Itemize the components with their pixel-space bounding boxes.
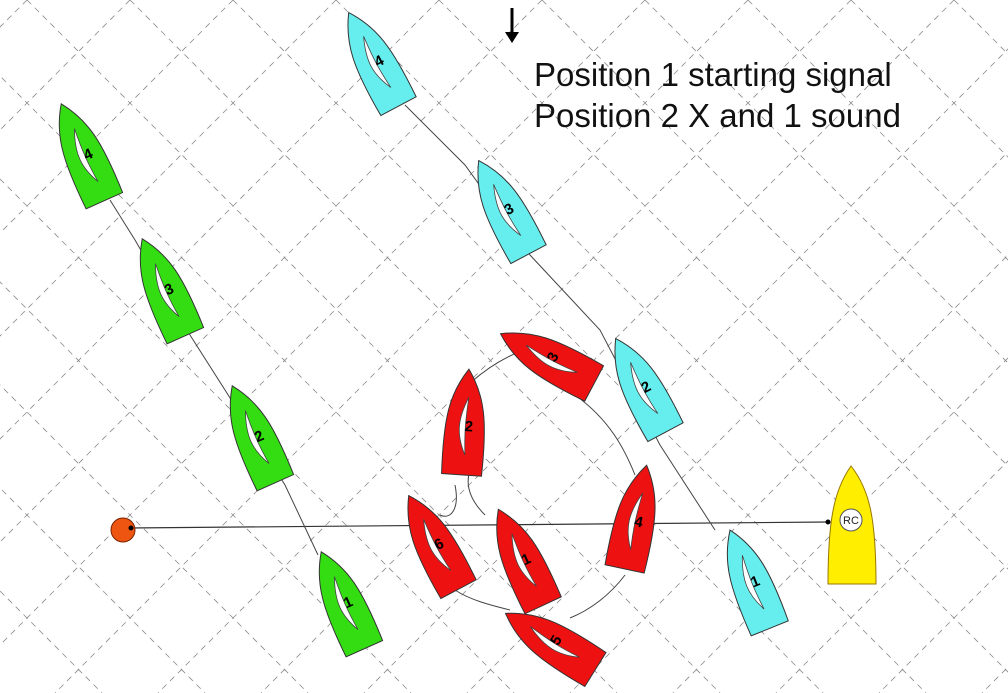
sail-icon [741,555,765,610]
green-boat-4: 4 [58,103,124,210]
sail-icon [493,184,522,236]
red-boat-5: 5 [504,612,607,688]
red-boat-6: 6 [407,494,477,600]
green-boat-2: 2 [229,385,295,492]
cyan-boat-1: 1 [726,529,789,637]
cyan-boat-3: 3 [477,159,547,265]
red-boat-3: 3 [499,332,605,402]
caption-line-2: Position 2 X and 1 sound [534,97,901,134]
pin-mark [110,517,136,543]
red-track [439,344,636,619]
green-track [109,199,319,556]
caption-line-1: Position 1 starting signal [534,56,892,93]
red-boat-4: 4 [604,464,656,574]
cyan-boat-2: 2 [614,337,684,443]
cyan-track [404,104,716,531]
boat-position-label: 2 [464,418,474,436]
green-boat-1: 1 [318,551,384,658]
sail-icon [511,533,537,587]
sail-icon [630,362,659,414]
sail-icon [423,519,452,571]
caption: Position 1 starting signal Position 2 X … [534,54,901,136]
sail-icon [627,492,644,550]
starting-line [127,521,829,529]
sail-icon [363,36,392,88]
sail-icon [74,128,99,182]
sail-icon [245,410,270,464]
cyan-boat-4: 4 [347,11,417,117]
red-boat-1: 1 [496,508,562,615]
down-arrow-icon [505,8,519,43]
sail-icon [525,344,578,373]
sail-icon [334,576,359,630]
red-boat-2: 2 [441,368,485,477]
sail-icon [458,397,470,456]
committee-boat-label: RC [843,515,859,527]
sail-icon [155,263,180,317]
green-boat-3: 3 [139,238,205,345]
sail-icon [529,626,580,658]
committee-boat: RC [825,465,877,585]
